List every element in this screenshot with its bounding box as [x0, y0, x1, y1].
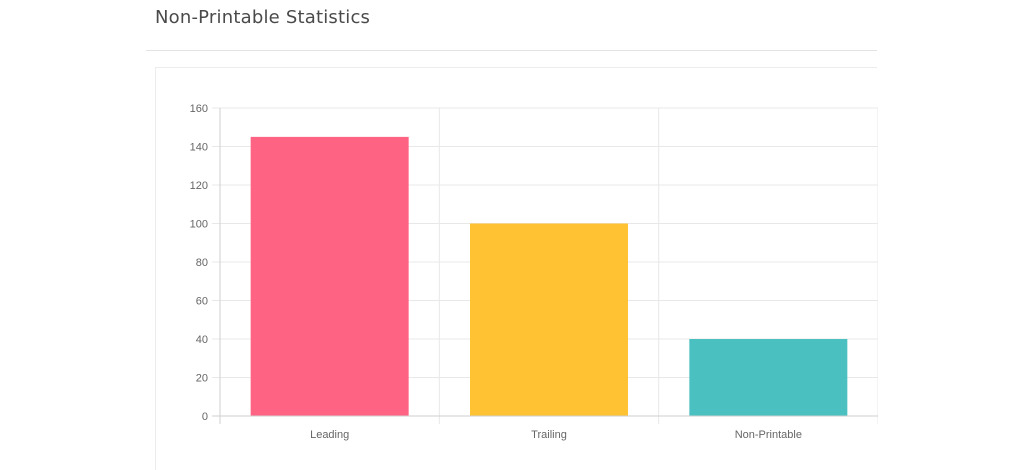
- y-tick-label: 60: [196, 296, 208, 308]
- bar-chart: 0 20 40 60 80 100 120 140 160 Leading Trailing Non-…: [190, 103, 878, 441]
- bar-trailing[interactable]: [470, 223, 628, 417]
- bar-leading[interactable]: [250, 136, 409, 416]
- y-tick-label: 140: [190, 142, 208, 154]
- page-title: Non-Printable Statistics: [155, 7, 371, 28]
- y-tick-label: 0: [202, 411, 208, 423]
- y-tick-label: 20: [196, 373, 208, 385]
- y-tick-label: 160: [190, 103, 208, 115]
- y-tick-label: 120: [190, 180, 208, 192]
- chart-card: 0 20 40 60 80 100 120 140 160 Leading Trailing Non-…: [155, 67, 878, 470]
- x-tick-label: Non-Printable: [735, 429, 802, 441]
- x-tick-label: Trailing: [531, 429, 567, 441]
- x-tick-label: Leading: [310, 429, 349, 441]
- tick-labels: 0 20 40 60 80 100 120 140 160 Leading Trailing Non-…: [190, 103, 802, 441]
- title-divider: [146, 50, 877, 51]
- y-tick-label: 40: [196, 334, 208, 346]
- y-tick-label: 100: [190, 219, 208, 231]
- bar-non-printable[interactable]: [689, 339, 848, 416]
- bars: [250, 136, 848, 417]
- y-tick-label: 80: [196, 257, 208, 269]
